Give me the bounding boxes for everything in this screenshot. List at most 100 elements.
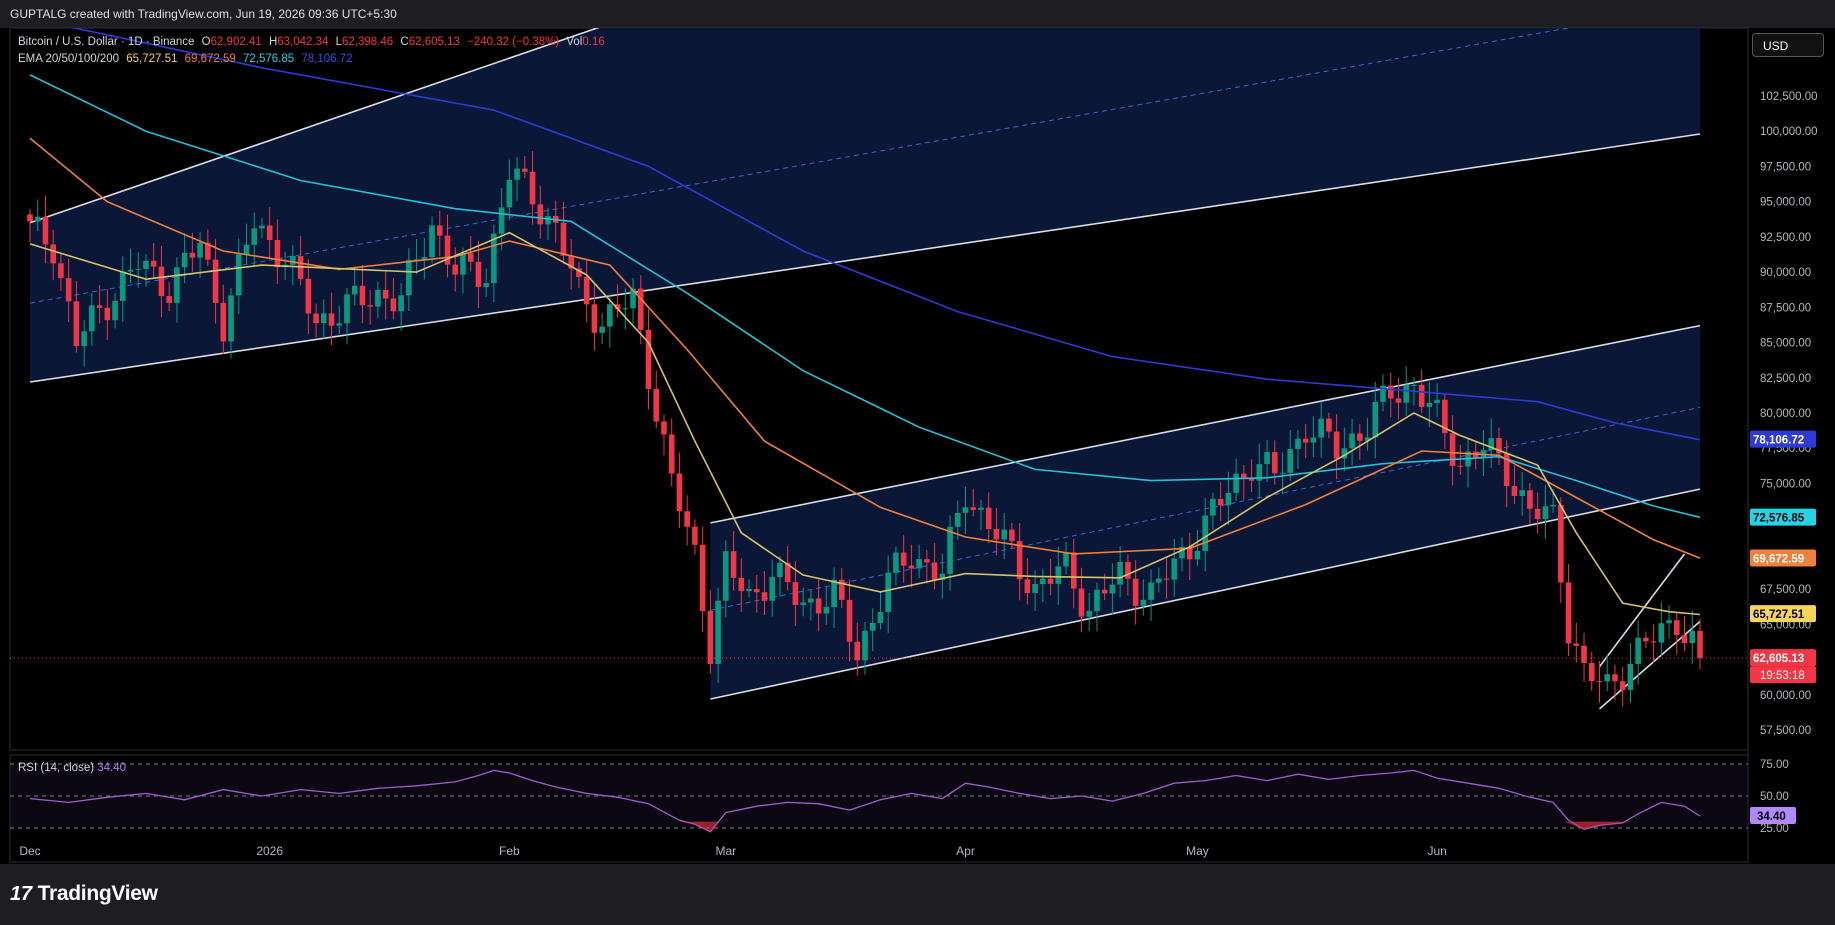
candle-body xyxy=(1256,464,1263,481)
candle-body xyxy=(506,179,513,208)
candle xyxy=(1202,497,1208,572)
candle-body xyxy=(205,242,211,260)
candle-body xyxy=(885,572,891,612)
candle xyxy=(351,269,358,306)
candle-body xyxy=(769,577,776,601)
candle-body xyxy=(738,577,745,592)
ema20-price-badge-text: 65,727.51 xyxy=(1753,609,1805,621)
ema20-value: 65,727.51 xyxy=(126,53,178,65)
low-label: L xyxy=(335,36,343,48)
candle xyxy=(800,587,806,617)
candle xyxy=(1674,611,1680,655)
candle xyxy=(1155,567,1162,593)
upper-channel-lower-line xyxy=(29,133,1701,383)
footer-bar xyxy=(0,864,1835,925)
candle xyxy=(1666,605,1672,640)
y-tick-label: 92,500.00 xyxy=(1760,232,1811,244)
candle-body xyxy=(1581,645,1587,663)
candle xyxy=(784,546,791,591)
candle-body xyxy=(699,544,706,611)
candle xyxy=(1380,374,1386,412)
ema100-line xyxy=(29,74,1701,519)
candle-body xyxy=(189,252,196,258)
candle-body xyxy=(614,304,621,310)
candle-body xyxy=(908,565,915,569)
candle xyxy=(607,294,613,348)
candle-body xyxy=(313,313,319,324)
ema-label[interactable]: EMA 20/50/100/200 xyxy=(18,53,120,65)
candle xyxy=(1357,424,1363,460)
candle xyxy=(406,248,412,311)
candle-body xyxy=(367,305,373,307)
candle xyxy=(1449,415,1456,486)
candle-body xyxy=(1442,399,1448,434)
rsi-label[interactable]: RSI (14, close) xyxy=(18,762,95,774)
candle xyxy=(1264,439,1270,483)
candle-body xyxy=(1295,438,1301,450)
candle-body xyxy=(436,225,443,236)
candle xyxy=(1302,423,1309,459)
candle xyxy=(684,495,690,546)
candle xyxy=(328,292,335,346)
candle xyxy=(1001,513,1007,560)
candle-body xyxy=(1078,588,1085,617)
candle-body xyxy=(684,511,690,527)
candle-body xyxy=(1001,529,1007,540)
candle xyxy=(808,590,814,621)
candle xyxy=(1581,632,1587,682)
candle-body xyxy=(1186,546,1193,560)
candle-body xyxy=(1488,438,1495,451)
candle xyxy=(1194,529,1201,566)
candle-body xyxy=(475,261,482,287)
candle-body xyxy=(1101,589,1108,594)
candle xyxy=(1326,412,1332,439)
candle-body xyxy=(576,268,582,277)
ema100-value: 72,576.85 xyxy=(242,53,295,65)
top-bar: GUPTALG created with TradingView.com, Ju… xyxy=(0,0,1835,28)
candle-body xyxy=(135,268,142,270)
candle xyxy=(305,259,312,334)
candle xyxy=(1612,664,1618,701)
candle-body xyxy=(1279,472,1286,474)
candle xyxy=(413,239,420,275)
candle-body xyxy=(978,507,984,510)
candle-body xyxy=(823,607,830,614)
candle-body xyxy=(653,388,660,422)
candle-body xyxy=(375,289,381,307)
candle xyxy=(58,254,64,292)
candle xyxy=(127,248,134,284)
candle xyxy=(27,208,33,243)
candle xyxy=(382,271,389,320)
candle xyxy=(630,277,636,324)
candle-body xyxy=(143,260,149,269)
candle-body xyxy=(1349,433,1355,449)
candle xyxy=(537,185,544,239)
candle-body xyxy=(869,623,876,631)
candle xyxy=(1094,582,1100,632)
candle-body xyxy=(954,512,961,527)
candle-body xyxy=(1588,662,1595,682)
candle-body xyxy=(1163,578,1170,580)
candle-body xyxy=(73,301,80,347)
candle-body xyxy=(645,329,652,389)
candle-body xyxy=(336,323,343,326)
ema100-price-badge-text: 72,576.85 xyxy=(1753,513,1805,525)
candle xyxy=(491,224,497,303)
symbol-title[interactable]: Bitcoin / U.S. Dollar · 1D · Binance xyxy=(18,36,195,48)
currency-button[interactable]: USD xyxy=(1752,33,1824,57)
candle xyxy=(1372,381,1379,459)
rsi-legend: RSI (14, close) 34.40 xyxy=(18,762,126,774)
candle xyxy=(1349,419,1355,466)
tradingview-logo[interactable]: 17 TradingView xyxy=(10,881,158,907)
ema50-price-badge xyxy=(1750,549,1816,567)
candle-body xyxy=(1364,437,1371,441)
candle-body xyxy=(939,573,946,580)
x-tick-label: Apr xyxy=(956,844,975,858)
y-tick-label: 82,500.00 xyxy=(1760,373,1811,385)
candle xyxy=(1063,541,1069,575)
candle xyxy=(429,216,435,264)
candle xyxy=(1681,616,1688,652)
candle xyxy=(1619,667,1626,707)
candle xyxy=(320,299,327,339)
